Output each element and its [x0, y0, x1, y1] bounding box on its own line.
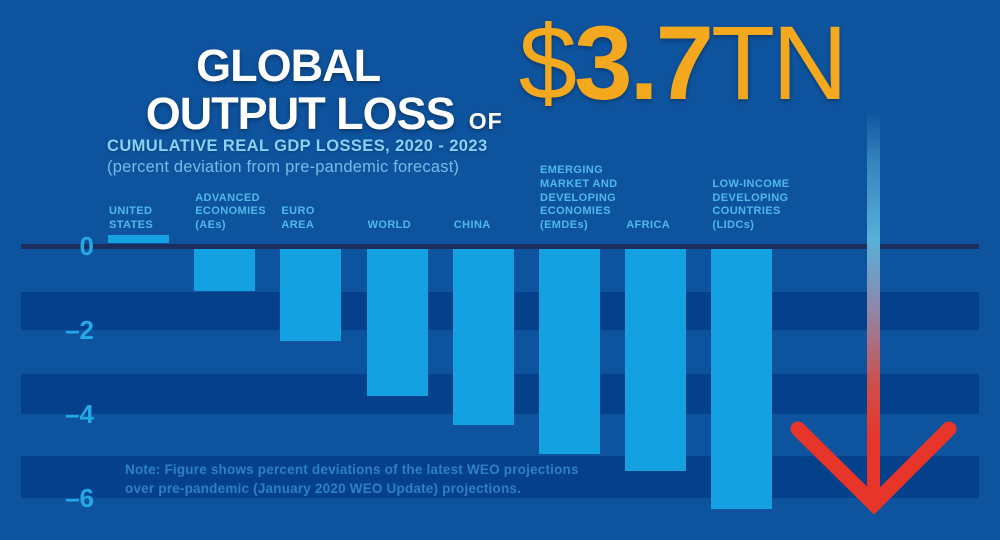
header: GLOBAL OUTPUT LOSS OF $3.7TN [0, 11, 848, 139]
title-line1: GLOBAL [196, 40, 381, 91]
y-axis-tick: –4 [65, 399, 94, 429]
category-label: EMERGING MARKET AND DEVELOPING ECONOMIES (EM… [540, 164, 618, 232]
bar-low-income-developing-countries-lidcs [711, 248, 773, 509]
chart-subtitle-detail: (percent deviation from pre-pandemic for… [107, 158, 460, 176]
y-axis-tick: –2 [65, 315, 94, 345]
y-axis-tick: –6 [65, 483, 94, 513]
y-axis-tick: 0 [79, 231, 94, 261]
footnote-line1: Note: Figure shows percent deviations of… [125, 462, 579, 477]
bar-emerging-market-and-developing-economies-emdes [539, 248, 600, 455]
amount-unit: TN [711, 5, 848, 122]
category-label: LOW-INCOME DEVELOPING COUNTRIES (LIDCs) [712, 177, 790, 232]
category-label: AFRICA [626, 219, 671, 232]
amount-number: 3.7 [574, 5, 714, 122]
bar-world [366, 248, 428, 396]
category-label: ADVANCED ECONOMIES (AEs) [195, 191, 267, 232]
title-line2: OUTPUT LOSS [145, 88, 456, 139]
footnote-line2: over pre-pandemic (January 2020 WEO Upda… [125, 480, 522, 496]
page-title: GLOBAL OUTPUT LOSS OF [146, 43, 503, 139]
headline-amount: $3.7TN [519, 11, 848, 139]
category-label: EURO AREA [281, 205, 315, 232]
footnote: Note: Figure shows percent deviations of… [125, 461, 579, 498]
category-label: CHINA [453, 219, 491, 232]
amount-dollar-sign: $ [518, 5, 577, 122]
category-label: WORLD [367, 219, 412, 232]
bar-advanced-economies-aes [194, 248, 256, 291]
category-label: UNITED STATES [109, 205, 154, 232]
bar-euro-area [280, 248, 342, 341]
bar-china [452, 248, 514, 425]
zero-axis-line [21, 243, 979, 249]
bar-africa [625, 248, 687, 472]
chart-subtitle: CUMULATIVE REAL GDP LOSSES, 2020 - 2023 [107, 137, 488, 155]
title-connector: OF [468, 108, 503, 134]
bar-united-states [108, 235, 169, 244]
